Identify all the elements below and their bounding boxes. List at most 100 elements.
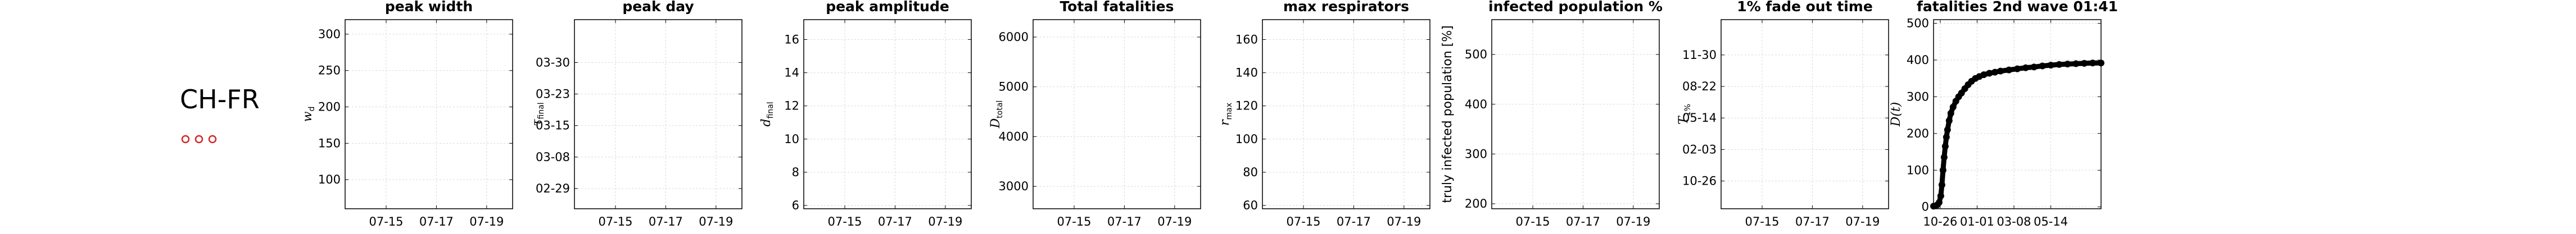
x-tick-label: 10-26 [1923, 215, 1957, 228]
y-tick-label: 160 [1235, 33, 1258, 46]
data-point [2056, 61, 2063, 68]
plot-frame [345, 19, 513, 209]
y-tick-label: 500 [1907, 17, 1929, 30]
chart-title: fatalities 2nd wave 01:41 [1917, 0, 2118, 15]
y-axis-label-symbol: w [301, 111, 315, 122]
data-point [1937, 192, 1944, 200]
y-tick-label: 6 [792, 199, 799, 212]
plot-frame [574, 19, 743, 209]
x-tick-label: 07-17 [1337, 215, 1371, 228]
x-tick-label: 07-15 [1057, 215, 1091, 228]
y-axis-label: truly infected population [%] [1441, 25, 1455, 203]
y-axis-label-symbol: T [1677, 115, 1691, 125]
y-tick-label: 12 [784, 99, 799, 113]
chart-title: infected population % [1488, 0, 1663, 15]
data-point [1991, 68, 1999, 76]
x-tick-label: 07-15 [827, 215, 862, 228]
data-point [1986, 70, 1993, 77]
data-point [2022, 64, 2029, 71]
y-tick-label: 100 [1235, 132, 1258, 146]
y-tick-label: 6000 [999, 30, 1029, 44]
data-point [2047, 62, 2054, 69]
y-tick-label: 100 [318, 173, 341, 186]
y-tick-label: 80 [1243, 166, 1258, 179]
y-axis-label: wd [301, 107, 316, 122]
data-point [2098, 59, 2104, 67]
y-tick-label: 05-14 [1682, 111, 1717, 125]
x-tick-label: 07-15 [369, 215, 403, 228]
marker-circle [194, 135, 203, 144]
x-tick-label: 01-01 [1960, 215, 1994, 228]
y-tick-label: 16 [784, 33, 799, 46]
y-axis-label: rmax [1218, 103, 1234, 126]
x-tick-label: 07-19 [1845, 215, 1880, 228]
marker-circle [208, 135, 217, 144]
y-axis-label-symbol: D [989, 118, 1003, 129]
y-axis-label-subscript: 1% [1683, 104, 1692, 116]
chart-panel: max respirators 07-15 07-17 07-19 60 80 100 120… [1218, 0, 1430, 228]
plot-frame [1491, 19, 1660, 209]
y-axis-label-symbol: r [1218, 119, 1232, 126]
x-tick-label: 05-14 [2034, 215, 2068, 228]
y-tick-label: 14 [784, 66, 799, 80]
x-tick-label: 07-17 [419, 215, 454, 228]
x-tick-label: 07-17 [878, 215, 912, 228]
y-tick-label: 500 [1465, 48, 1487, 61]
y-tick-label: 10-26 [1682, 175, 1717, 188]
data-point [1980, 71, 1988, 79]
y-axis-label: T1% [1677, 104, 1692, 125]
y-tick-label: 03-23 [536, 88, 570, 101]
region-label: CH-FR [180, 84, 260, 114]
data-point [1947, 109, 1954, 117]
y-tick-label: 08-22 [1682, 80, 1717, 93]
series-marker-legend [181, 135, 217, 144]
y-tick-label: 4000 [999, 130, 1029, 143]
x-tick-label: 07-19 [1616, 215, 1650, 228]
x-tick-label: 07-19 [1157, 215, 1192, 228]
data-point [2005, 66, 2013, 74]
y-axis-label: τfinal [530, 102, 546, 126]
y-tick-label: 200 [318, 100, 341, 114]
y-tick-label: 300 [1465, 147, 1487, 160]
data-point [1939, 167, 1946, 174]
y-tick-label: 250 [318, 64, 341, 77]
chart-panel: 1% fade out time 07-15 07-17 07-19 10-26 02-0… [1677, 0, 1889, 228]
data-point [1941, 143, 1949, 150]
chart-panel: fatalities 2nd wave 01:41 10-26 01-01 03-08… [1889, 0, 2118, 228]
y-tick-label: 200 [1907, 127, 1929, 140]
marker-circle [181, 135, 190, 144]
x-tick-label: 03-08 [1997, 215, 2031, 228]
x-tick-label: 07-17 [1107, 215, 1142, 228]
data-point [1935, 199, 1943, 206]
plot-frame [1033, 19, 1201, 209]
x-tick-label: 07-17 [1795, 215, 1830, 228]
x-tick-label: 07-15 [1515, 215, 1550, 228]
data-point [1940, 154, 1948, 161]
x-tick-label: 07-19 [1387, 215, 1421, 228]
y-tick-label: 200 [1465, 197, 1487, 210]
data-point [2072, 60, 2080, 67]
y-tick-label: 03-08 [536, 150, 570, 164]
y-tick-label: 8 [792, 166, 799, 179]
data-point [1945, 117, 1953, 124]
data-point [1944, 126, 1951, 134]
chart-title: 1% fade out time [1737, 0, 1873, 15]
data-point [2089, 59, 2097, 67]
y-tick-label: 3000 [999, 180, 1029, 193]
y-axis-label: dfinal [759, 102, 775, 126]
x-tick-label: 07-19 [928, 215, 962, 228]
data-point [2064, 61, 2071, 68]
y-tick-label: 100 [1907, 163, 1929, 177]
y-tick-label: 03-30 [536, 56, 570, 69]
chart-panel: Total fatalities 07-15 07-17 07-19 3000 4000 5… [989, 0, 1201, 228]
y-axis-label: Dtotal [989, 100, 1004, 129]
y-tick-label: 150 [318, 136, 341, 150]
plot-frame [1933, 19, 2102, 209]
chart-panel: peak day 07-15 07-17 07-19 02-29 03-08 03-15 03… [530, 0, 743, 228]
data-point [2014, 65, 2021, 72]
x-tick-label: 07-19 [469, 215, 504, 228]
y-tick-label: 120 [1235, 99, 1258, 113]
chart-title: Total fatalities [1060, 0, 1174, 15]
y-axis-label-subscript: max [1225, 103, 1234, 120]
